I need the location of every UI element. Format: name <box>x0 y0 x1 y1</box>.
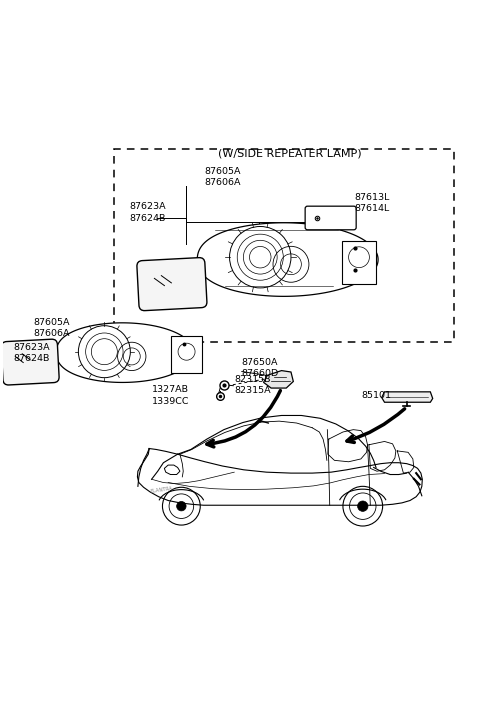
FancyBboxPatch shape <box>305 206 356 230</box>
Text: ELANTRA: ELANTRA <box>150 486 173 494</box>
FancyBboxPatch shape <box>137 257 207 310</box>
Polygon shape <box>197 222 378 297</box>
Polygon shape <box>164 465 180 475</box>
Text: 82315B
82315A: 82315B 82315A <box>234 374 271 395</box>
Text: 87650A
87660D: 87650A 87660D <box>241 358 279 379</box>
Bar <box>114 148 454 342</box>
Circle shape <box>177 502 186 511</box>
Polygon shape <box>56 323 194 382</box>
Circle shape <box>358 501 368 511</box>
Text: 1327AB
1339CC: 1327AB 1339CC <box>152 385 189 406</box>
Text: 87605A
87606A: 87605A 87606A <box>204 166 241 187</box>
FancyBboxPatch shape <box>341 241 377 284</box>
FancyBboxPatch shape <box>172 336 202 373</box>
Text: (W/SIDE REPEATER LAMP): (W/SIDE REPEATER LAMP) <box>218 148 361 158</box>
FancyBboxPatch shape <box>1 340 59 385</box>
Text: 87623A
87624B: 87623A 87624B <box>13 343 50 364</box>
Text: 87605A
87606A: 87605A 87606A <box>33 318 70 338</box>
Polygon shape <box>381 392 433 402</box>
Text: 87613L
87614L: 87613L 87614L <box>355 193 390 213</box>
FancyArrowPatch shape <box>207 390 281 447</box>
Polygon shape <box>263 371 293 388</box>
Text: 85101: 85101 <box>362 391 392 400</box>
FancyArrowPatch shape <box>347 409 405 443</box>
Text: 87623A
87624B: 87623A 87624B <box>130 202 166 222</box>
